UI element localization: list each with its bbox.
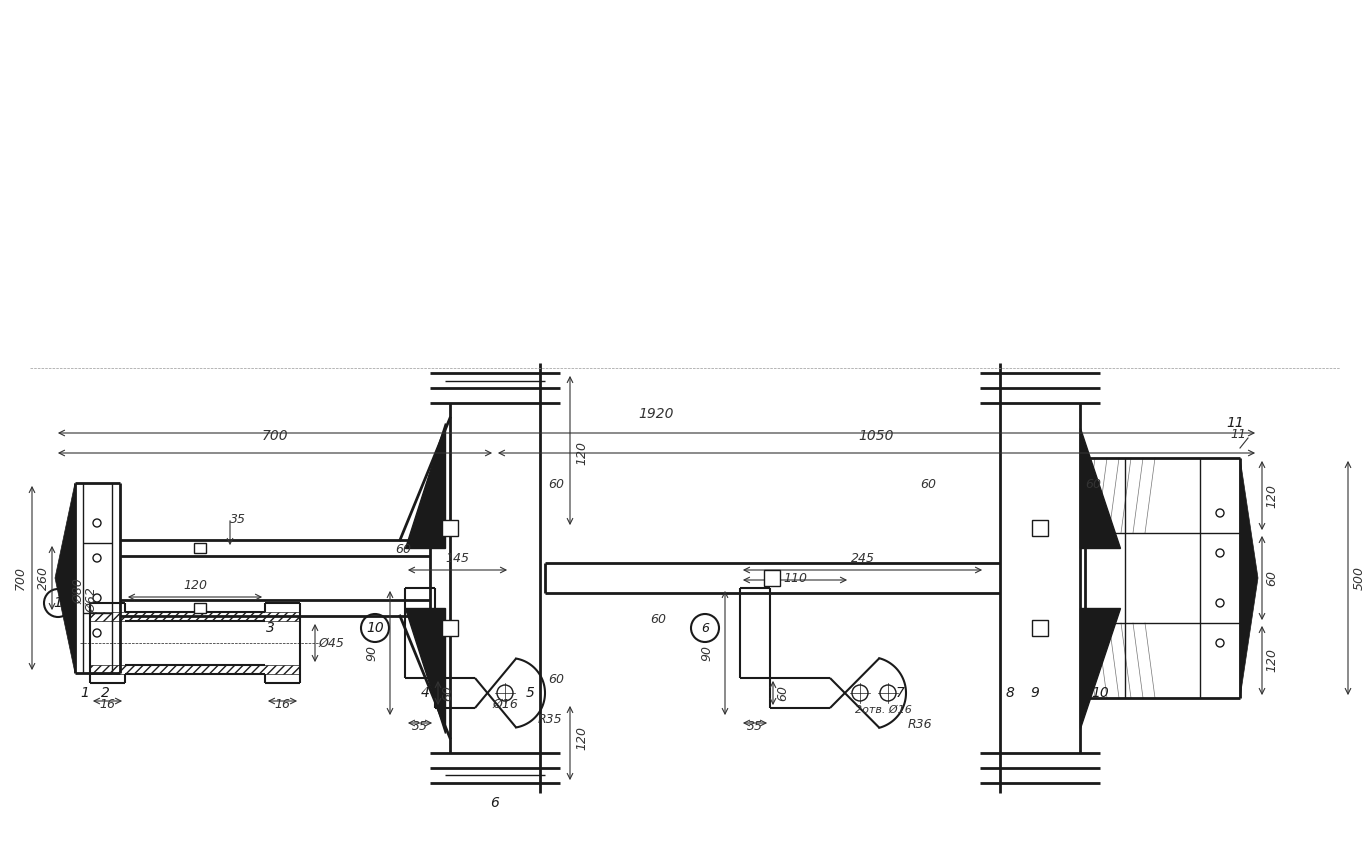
Text: 60: 60 [441,685,455,701]
Text: 2отв. Ø16: 2отв. Ø16 [854,705,912,715]
Bar [1032,520,1048,536]
Text: 16: 16 [100,698,116,711]
Text: 700: 700 [262,429,288,443]
Text: 5: 5 [526,686,535,700]
Text: 2: 2 [101,686,109,700]
Text: 700: 700 [14,566,27,590]
Text: 35: 35 [412,720,429,733]
Text: R36: R36 [908,718,932,731]
Text: 35: 35 [747,720,763,733]
Text: 60: 60 [547,673,564,686]
Text: 3: 3 [266,621,274,635]
Text: 4: 4 [420,686,430,700]
Text: 60: 60 [394,543,411,556]
Text: 120: 120 [1265,483,1278,507]
Bar [442,520,459,536]
Polygon shape [405,423,445,548]
Text: Ø80: Ø80 [72,578,85,604]
Text: 120: 120 [575,441,588,465]
Polygon shape [1239,458,1259,698]
Text: 35: 35 [229,513,246,526]
Text: 110: 110 [784,572,807,585]
Text: 10: 10 [366,621,384,635]
Text: Ø45: Ø45 [318,637,344,650]
Bar [194,543,206,553]
Text: 7: 7 [895,686,905,700]
Text: Ø62: Ø62 [85,587,98,613]
Text: 6: 6 [490,796,500,810]
Text: 60: 60 [920,478,936,491]
Polygon shape [1080,428,1121,548]
Polygon shape [1080,608,1121,728]
Text: 1050: 1050 [859,429,894,443]
Text: 60: 60 [547,478,564,491]
Text: 1: 1 [53,596,63,610]
Bar [90,665,300,674]
Text: 260: 260 [37,566,51,590]
Text: 6: 6 [702,622,708,634]
Text: 120: 120 [183,579,207,592]
Bar [1032,620,1048,636]
Text: Ø16: Ø16 [491,698,517,711]
Text: 90: 90 [700,645,713,661]
Text: R35: R35 [538,713,562,726]
Bar [194,603,206,613]
Text: 8: 8 [1006,686,1014,700]
Text: 10: 10 [1091,686,1108,700]
Polygon shape [55,483,75,673]
Polygon shape [405,608,445,733]
Bar [30,388,1340,798]
Bar [764,570,779,586]
Text: 500: 500 [1353,566,1365,590]
Text: 9: 9 [1031,686,1039,700]
Text: 120: 120 [575,726,588,750]
Text: 145: 145 [445,552,470,565]
Text: 60: 60 [775,685,789,701]
Text: 245: 245 [850,552,875,565]
Bar [442,620,459,636]
Text: 90: 90 [364,645,378,661]
Text: 120: 120 [1265,649,1278,672]
Text: 60: 60 [1085,478,1102,491]
Text: 1: 1 [81,686,90,700]
Text: 11: 11 [1230,428,1246,441]
Bar [90,612,300,621]
Text: 60: 60 [650,613,666,626]
Text: 1920: 1920 [639,407,674,421]
Text: 11: 11 [1226,416,1244,430]
Text: 16: 16 [274,698,291,711]
Text: 60: 60 [1265,570,1278,586]
